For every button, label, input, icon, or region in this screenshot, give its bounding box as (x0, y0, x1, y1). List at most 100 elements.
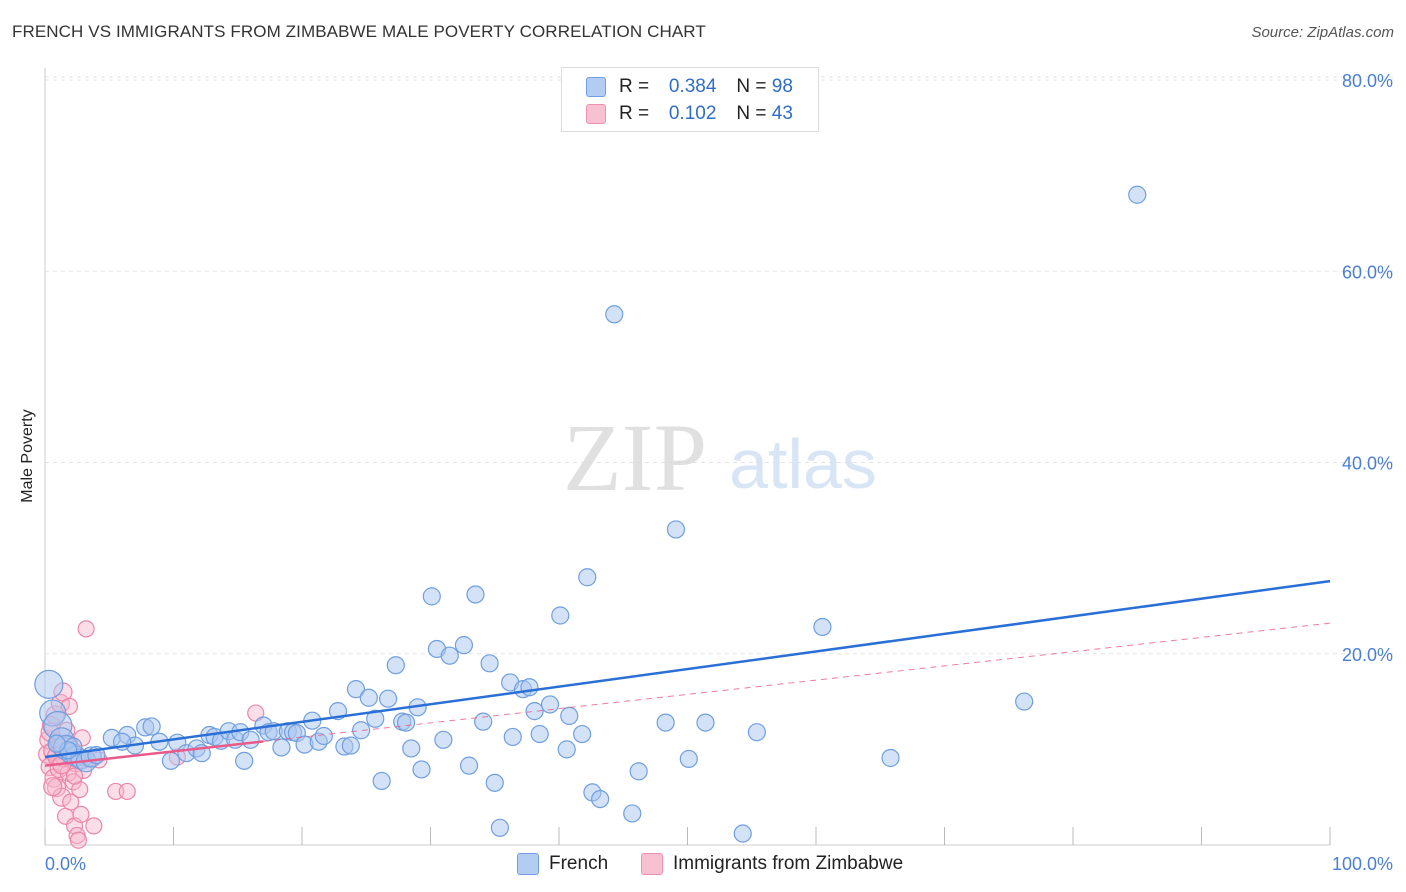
watermark: ZIP atlas (563, 404, 877, 511)
french-point (396, 713, 416, 732)
french-point (656, 713, 675, 732)
french-r-label: R = (619, 76, 650, 97)
french-point (1015, 692, 1034, 711)
y-tick-label: 80.0% (1342, 71, 1393, 91)
legend-row-zimbabwe: R = 0.102 N = 43 (586, 101, 793, 127)
bottom-zimbabwe-swatch (641, 853, 663, 875)
french-point (551, 606, 570, 625)
french-point (440, 646, 459, 665)
french-point (235, 751, 254, 770)
bottom-french-label: French (549, 853, 609, 874)
french-point (540, 695, 560, 714)
french-point (386, 656, 405, 675)
french-point (454, 636, 474, 655)
trend-lines (44, 579, 1331, 767)
y-tick-label: 40.0% (1342, 454, 1393, 474)
french-point (346, 680, 366, 699)
grid-lines (45, 76, 1395, 655)
french-point (503, 727, 522, 747)
french-point (696, 713, 715, 732)
zimbabwe-swatch (586, 104, 606, 124)
french-point (605, 305, 624, 324)
french-point (459, 756, 479, 775)
french-trend-line (44, 579, 1331, 759)
french-point (490, 818, 509, 837)
french-swatch (586, 77, 606, 97)
french-point (142, 717, 161, 736)
french-point (161, 751, 181, 770)
french-point (573, 724, 592, 744)
zimbabwe-point (77, 620, 95, 638)
french-point (733, 824, 752, 843)
zimbabwe-point (85, 817, 103, 835)
french-point (434, 730, 453, 749)
tick-labels: 20.0% 40.0% 60.0% 80.0% 0.0% 100.0% (45, 71, 1393, 874)
y-tick-label: 20.0% (1342, 645, 1393, 665)
french-point (666, 520, 686, 539)
x-tick-label: 100.0% (1332, 854, 1393, 874)
french-point (466, 585, 485, 604)
french-point (881, 748, 900, 768)
french-point (520, 678, 539, 697)
zimbabwe-n-label: N = (736, 103, 767, 124)
french-point (623, 804, 642, 823)
watermark-zip: ZIP (563, 404, 707, 511)
french-point (341, 736, 360, 755)
french-point (679, 749, 698, 769)
french-point (813, 617, 832, 637)
french-point (402, 739, 421, 758)
french-point (366, 709, 385, 728)
x-tick-label: 0.0% (45, 854, 86, 874)
bottom-zimbabwe-label: Immigrants from Zimbabwe (673, 853, 904, 874)
axes (44, 68, 1331, 846)
french-point (378, 689, 398, 708)
legend-row-french: R = 0.384 N = 98 (586, 74, 793, 100)
french-point (272, 738, 291, 757)
french-point (352, 721, 371, 740)
zimbabwe-point (72, 805, 90, 824)
source-label: Source: ZipAtlas.com (1251, 24, 1394, 41)
french-point (629, 762, 648, 781)
zimbabwe-trend-extension (263, 622, 1331, 742)
chart-title: FRENCH VS IMMIGRANTS FROM ZIMBABWE MALE … (12, 22, 706, 41)
french-point (578, 568, 597, 587)
french-point (485, 773, 504, 792)
bottom-legend-french: French (517, 852, 608, 876)
zimbabwe-point (69, 831, 88, 849)
french-point (480, 654, 499, 673)
zimbabwe-trend-line (44, 740, 264, 767)
zimbabwe-point (118, 782, 136, 801)
french-n-label: N = (736, 76, 767, 97)
french-points (34, 185, 1147, 843)
french-point (422, 587, 441, 606)
zimbabwe-point (62, 793, 80, 811)
french-point (412, 760, 431, 779)
y-axis-label: Male Poverty (19, 409, 36, 503)
french-point (1128, 185, 1147, 204)
zimbabwe-r-label: R = (619, 103, 650, 124)
french-point (557, 740, 576, 759)
french-point (359, 688, 378, 707)
zimbabwe-point (65, 767, 84, 785)
legend: R = 0.384 N = 98 R = 0.102 N = 43 (561, 67, 819, 132)
french-r-value: 0.384 (668, 76, 717, 97)
bottom-legend-zimbabwe: Immigrants from Zimbabwe (641, 852, 903, 876)
french-point (372, 771, 391, 791)
french-point (530, 724, 549, 744)
french-point (314, 726, 333, 746)
french-point (241, 730, 260, 749)
french-point (47, 734, 66, 753)
zimbabwe-r-value: 0.102 (668, 103, 717, 124)
watermark-atlas: atlas (729, 425, 877, 503)
y-tick-label: 60.0% (1342, 262, 1393, 282)
french-point (474, 712, 493, 731)
french-point (34, 669, 64, 699)
french-point (560, 706, 579, 726)
french-point (525, 702, 544, 721)
bottom-french-swatch (517, 853, 539, 875)
zimbabwe-point (43, 777, 63, 797)
french-point (747, 723, 766, 742)
zimbabwe-n-value: 43 (771, 103, 793, 124)
french-n-value: 98 (771, 76, 793, 97)
